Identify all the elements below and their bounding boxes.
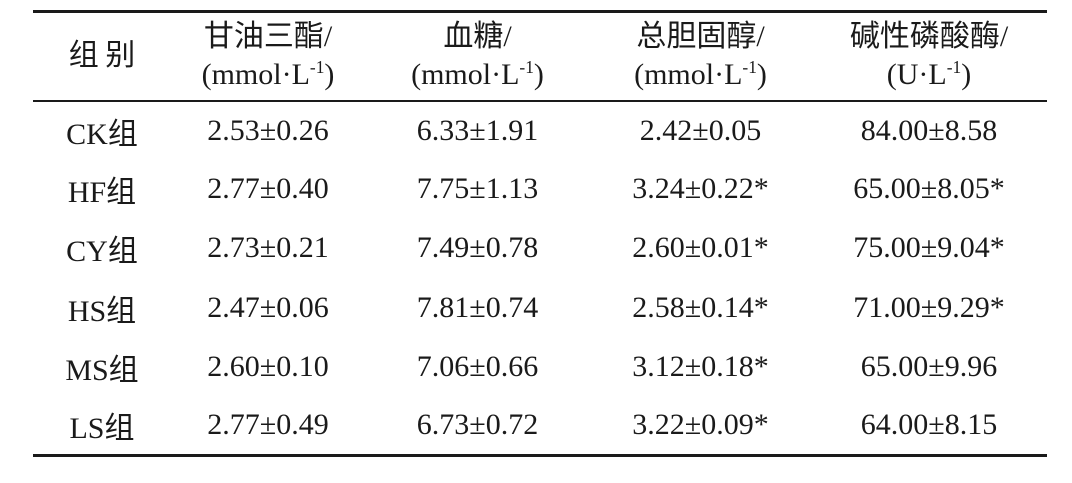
results-table: 组别 甘油三酯/(mmol·L-1) 血糖/(mmol·L-1) 总胆固醇/(mmol… xyxy=(33,10,1047,458)
value-cell: 6.33±1.91 xyxy=(416,113,539,147)
column-header-4: 碱性磷酸酶/(U·L-1) xyxy=(811,12,1047,101)
value-cell: 84.00±8.58 xyxy=(860,113,998,147)
unit-close: ) xyxy=(324,58,335,92)
value-cell: 2.60±0.10 xyxy=(207,349,329,383)
value-cell: 2.60±0.01* xyxy=(632,231,769,265)
table-row: LS组 2.77±0.49 6.73±0.72 3.22±0.09* 64.00±8.1… xyxy=(33,396,1047,455)
unit-base: (mmol·L xyxy=(411,58,520,92)
value-cell: 7.75±1.13 xyxy=(416,172,539,206)
column-unit: (mmol·L-1) xyxy=(365,56,590,94)
unit-base: (mmol·L xyxy=(201,58,310,92)
unit-exponent: -1 xyxy=(946,57,962,78)
column-unit: (U·L-1) xyxy=(811,56,1047,94)
value-cell: 3.24±0.22* xyxy=(632,172,769,206)
value-cell: 2.47±0.06 xyxy=(207,290,329,324)
group-cell: LS组 xyxy=(69,412,135,446)
unit-exponent: -1 xyxy=(309,57,325,78)
value-cell: 7.49±0.78 xyxy=(416,231,539,265)
table-row: CY组 2.73±0.21 7.49±0.78 2.60±0.01* 75.00±9.0… xyxy=(33,219,1047,278)
value-cell: 2.58±0.14* xyxy=(632,290,769,324)
column-label: 组别 xyxy=(68,39,142,73)
column-label: 甘油三酯/ xyxy=(203,20,333,54)
unit-exponent: -1 xyxy=(742,57,757,78)
group-cell: MS组 xyxy=(65,353,139,387)
value-cell: 2.77±0.49 xyxy=(207,408,329,442)
value-cell: 64.00±8.15 xyxy=(860,408,998,442)
unit-base: (U·L xyxy=(886,58,947,92)
unit-close: ) xyxy=(533,58,544,92)
column-unit: (mmol·L-1) xyxy=(590,56,811,94)
unit-close: ) xyxy=(756,58,767,92)
value-cell: 2.77±0.40 xyxy=(207,172,329,206)
group-cell: HF组 xyxy=(67,176,137,210)
value-cell: 3.12±0.18* xyxy=(632,349,769,383)
group-cell: CY组 xyxy=(66,235,138,269)
column-header-2: 血糖/(mmol·L-1) xyxy=(365,12,590,101)
value-cell: 6.73±0.72 xyxy=(416,408,539,442)
value-cell: 7.06±0.66 xyxy=(416,349,539,383)
column-label: 血糖/ xyxy=(443,20,512,54)
table-row: CK组 2.53±0.26 6.33±1.91 2.42±0.05 84.00±8.58 xyxy=(33,101,1047,160)
value-cell: 65.00±8.05* xyxy=(853,172,1005,206)
value-cell: 71.00±9.29* xyxy=(853,290,1005,324)
value-cell: 2.53±0.26 xyxy=(207,113,329,147)
column-header-group: 组别 xyxy=(33,12,171,101)
group-cell: HS组 xyxy=(67,294,137,328)
value-cell: 2.42±0.05 xyxy=(639,113,762,147)
value-cell: 75.00±9.04* xyxy=(853,231,1005,265)
value-cell: 3.22±0.09* xyxy=(632,408,769,442)
value-cell: 2.73±0.21 xyxy=(207,231,329,265)
table-row: HS组 2.47±0.06 7.81±0.74 2.58±0.14* 71.00±9.2… xyxy=(33,278,1047,337)
header-row: 组别 甘油三酯/(mmol·L-1) 血糖/(mmol·L-1) 总胆固醇/(mmol… xyxy=(33,12,1047,101)
column-label: 碱性磷酸酶/ xyxy=(849,20,1009,54)
unit-base: (mmol·L xyxy=(634,58,743,92)
column-header-1: 甘油三酯/(mmol·L-1) xyxy=(171,12,365,101)
table-row: MS组 2.60±0.10 7.06±0.66 3.12±0.18* 65.00±9.9… xyxy=(33,337,1047,396)
column-unit: (mmol·L-1) xyxy=(171,56,365,94)
table-row: HF组 2.77±0.40 7.75±1.13 3.24±0.22* 65.00±8.0… xyxy=(33,160,1047,219)
column-header-3: 总胆固醇/(mmol·L-1) xyxy=(590,12,811,101)
column-label: 总胆固醇/ xyxy=(636,20,765,54)
value-cell: 7.81±0.74 xyxy=(416,290,539,324)
unit-exponent: -1 xyxy=(519,57,534,78)
results-table-container: 组别 甘油三酯/(mmol·L-1) 血糖/(mmol·L-1) 总胆固醇/(mmol… xyxy=(33,10,1047,458)
unit-close: ) xyxy=(961,58,972,92)
value-cell: 65.00±9.96 xyxy=(860,349,998,383)
group-cell: CK组 xyxy=(66,117,138,151)
